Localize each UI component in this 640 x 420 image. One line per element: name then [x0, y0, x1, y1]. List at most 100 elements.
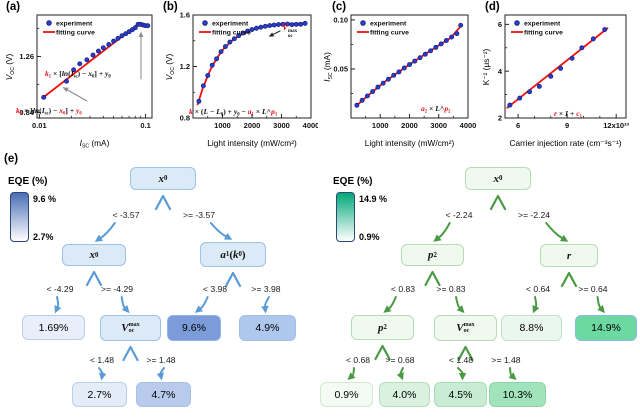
panel-c-xlabel: Light intensity (mW/cm²) — [364, 138, 455, 148]
panel-b-plot: 1000 2000 3000 4000 0.8 1.2 1.6 experiment fitti… — [180, 11, 318, 130]
tree-right-edge-label: < -2.24 — [445, 210, 473, 220]
svg-text:1.6: 1.6 — [180, 11, 190, 20]
svg-text:4: 4 — [498, 67, 503, 76]
tree-right-leaf-LRL: 4.5% — [434, 382, 487, 407]
eqe-max-label-left: 9.6 % — [33, 194, 57, 204]
tree-right-leaf-RR: 14.9% — [575, 315, 637, 341]
panel-b-annotation: k × (L − L0) + y0 − a1 × L^p1 — [189, 107, 278, 118]
tree-arrows — [54, 194, 605, 381]
tree-left-edge-label: < 3.98 — [202, 284, 228, 294]
legend-experiment-marker — [46, 20, 52, 26]
svg-text:0.01: 0.01 — [32, 121, 47, 130]
legend-experiment-label: experiment — [56, 21, 93, 28]
svg-text:1000: 1000 — [214, 121, 231, 130]
svg-text:3000: 3000 — [273, 121, 290, 130]
branch-split-glyph — [560, 271, 578, 288]
tree-left-edge-label: >= 1.48 — [146, 355, 176, 365]
legend-fitting-label: fitting curve — [524, 30, 563, 37]
chart-panels-row: 0.01 0.1 0.84 1.26 experiment fitting curve (a… — [0, 0, 640, 152]
legend-fitting-label: fitting curve — [370, 30, 409, 37]
svg-text:0.84: 0.84 — [19, 108, 34, 117]
panel-b-label: (b) — [163, 1, 178, 13]
svg-text:12x10²³: 12x10²³ — [603, 121, 629, 130]
eqe-min-label-left: 2.7% — [33, 232, 54, 242]
legend-experiment-label: experiment — [524, 21, 561, 28]
fitting-curve — [506, 27, 609, 109]
eqe-max-label-right: 14.9 % — [359, 194, 388, 204]
panel-c: 1000 2000 3000 4000 0.05 0.10 experiment fittin… — [318, 0, 476, 152]
tree-right-leaf-LLL: 0.9% — [320, 382, 373, 407]
panel-e-label: (e) — [4, 153, 19, 165]
panel-a-annotation: k0 × [ln(Isc) − x0] + y0 — [16, 106, 82, 117]
panel-a-xlabel: ISC (mA) — [79, 138, 110, 150]
panel-a: 0.01 0.1 0.84 1.26 experiment fitting curve (a… — [0, 0, 160, 152]
tree-right-edge-label: < 1.48 — [448, 355, 474, 365]
legend-experiment-marker — [360, 20, 366, 26]
data-points — [354, 22, 464, 108]
svg-text:1000: 1000 — [372, 121, 389, 130]
data-points — [507, 27, 608, 108]
panel-d-plot: 6 9 12x10²³ 2 4 6 experiment fitting curve — [498, 14, 630, 130]
svg-text:0.8: 0.8 — [180, 114, 190, 123]
tree-right-split-R: r — [540, 244, 598, 267]
svg-text:0.1: 0.1 — [140, 121, 150, 130]
branch-split-glyph — [489, 194, 507, 211]
panel-d-label: (d) — [485, 1, 500, 13]
panel-d-xlabel: Carrier injection rate (cm⁻³s⁻¹) — [509, 138, 622, 148]
legend-fitting-label: fitting curve — [212, 30, 251, 37]
tree-left-leaf-LRL: 2.7% — [72, 382, 127, 407]
tree-left-leaf-LL: 1.69% — [22, 315, 85, 340]
panel-a-annotation: k1 × [ln(Isc) − x0] + y0 — [45, 69, 111, 80]
tree-right-leaf-LLR: 4.0% — [379, 382, 430, 407]
branch-split-glyph — [424, 270, 441, 287]
tree-right-edge-label: >= 1.48 — [491, 355, 521, 365]
svg-text:0.10: 0.10 — [333, 16, 348, 25]
svg-text:6: 6 — [516, 121, 520, 130]
svg-text:2000: 2000 — [244, 121, 261, 130]
data-points — [41, 21, 151, 100]
data-points — [196, 20, 308, 104]
svg-text:9: 9 — [565, 121, 569, 130]
panel-d-annotation: r × I + c1 — [554, 109, 582, 120]
branch-split-glyph — [374, 344, 391, 361]
legend-experiment-label: experiment — [212, 21, 249, 28]
tree-left-edge-label: >= -4.29 — [100, 284, 134, 294]
tree-right-leaf-LRR: 10.3% — [489, 382, 546, 407]
svg-text:6: 6 — [498, 20, 502, 29]
tree-right-edge-label: < 0.64 — [525, 284, 551, 294]
eqe-colorbar-right — [336, 192, 355, 242]
tree-right-edge-label: >= 0.68 — [385, 355, 415, 365]
branch-split-glyph — [224, 271, 242, 288]
svg-text:0.05: 0.05 — [333, 65, 348, 74]
tree-left-edge-label: >= -3.57 — [182, 210, 216, 220]
panel-c-plot: 1000 2000 3000 4000 0.05 0.10 experiment fittin… — [333, 14, 476, 130]
svg-text:2000: 2000 — [401, 121, 418, 130]
tree-right-edge-label: >= 0.83 — [436, 284, 466, 294]
branch-split-glyph — [85, 270, 103, 287]
tree-left-leaf-LRR: 4.7% — [136, 382, 191, 407]
panel-c-label: (c) — [332, 1, 347, 13]
panel-c-ylabel: ISC (mA) — [322, 51, 334, 82]
tree-left-edge-label: < 1.48 — [89, 355, 115, 365]
eqe-min-label-right: 0.9% — [359, 232, 380, 242]
panel-a-label: (a) — [6, 1, 21, 13]
tree-right-edge-label: < 0.83 — [390, 284, 416, 294]
legend-experiment-marker — [202, 20, 208, 26]
tree-left-split-R: a 1(k 0) — [200, 242, 266, 267]
tree-left-leaf-RL: 9.6% — [167, 315, 221, 341]
eqe-title-right: EQE (%) — [333, 176, 373, 187]
svg-text:2: 2 — [498, 114, 502, 123]
tree-left-edge-label: >= 3.98 — [251, 284, 281, 294]
panel-b-ylabel: VOC (V) — [164, 53, 176, 80]
svg-text:3000: 3000 — [430, 121, 447, 130]
tree-left-edge-label: < -4.29 — [46, 284, 74, 294]
